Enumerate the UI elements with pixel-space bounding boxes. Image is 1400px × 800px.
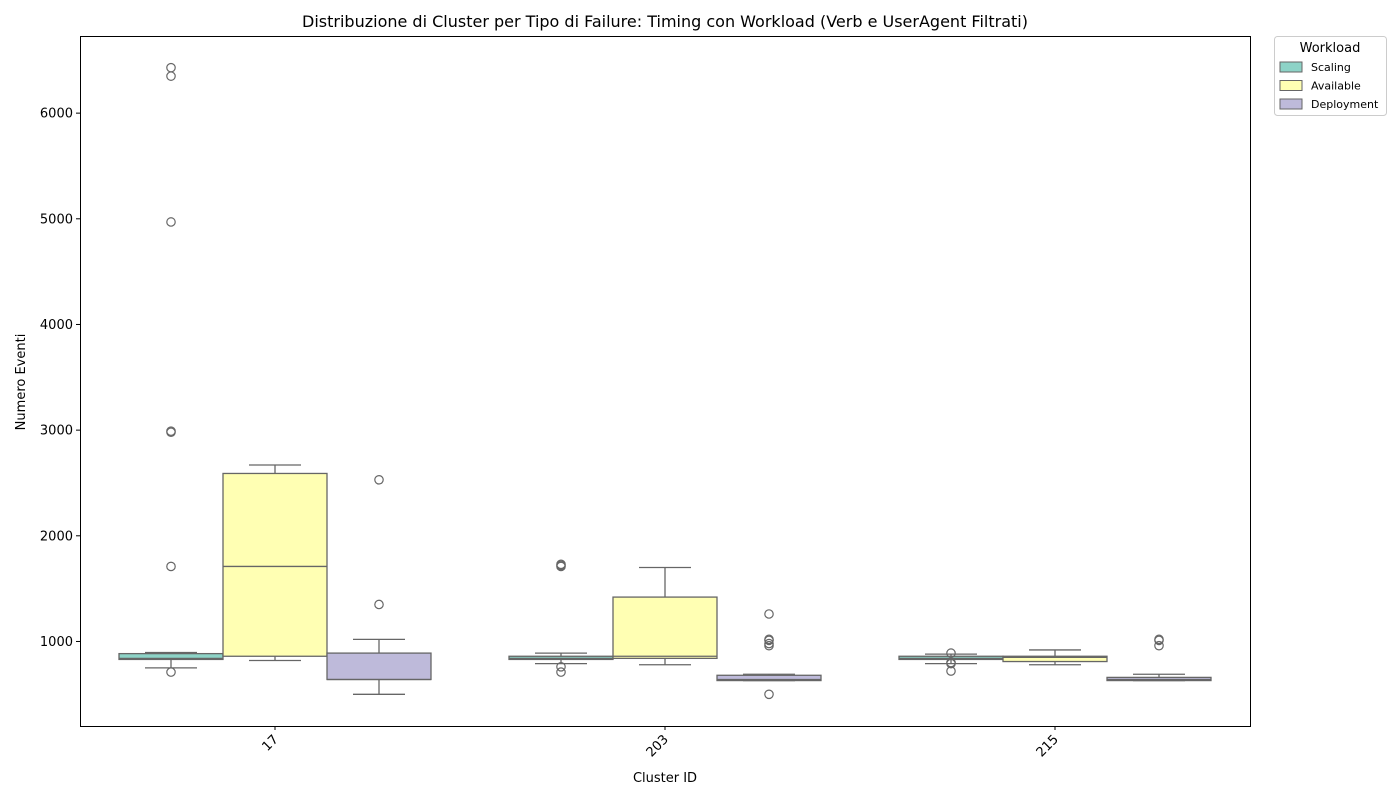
legend-title: Workload <box>1300 41 1361 56</box>
outlier-point <box>764 638 774 649</box>
chart-title: Distribuzione di Cluster per Tipo di Fai… <box>302 12 1028 31</box>
box-iqr <box>1002 655 1108 663</box>
legend-frame <box>1274 36 1387 116</box>
outlier-point <box>764 609 774 619</box>
outlier-point <box>946 657 956 668</box>
y-tick-label: 4000 <box>40 318 73 333</box>
box-group <box>222 464 328 662</box>
outlier-point <box>556 667 566 677</box>
box-iqr <box>222 472 328 657</box>
box-group <box>508 559 614 677</box>
box-iqr <box>326 652 432 681</box>
outlier-point <box>166 217 176 227</box>
x-axis-label: Cluster ID <box>633 771 697 786</box>
legend-swatch <box>1279 80 1303 91</box>
box-iqr <box>716 674 822 682</box>
y-tick-label: 5000 <box>40 212 73 227</box>
legend-label: Deployment <box>1311 98 1379 111</box>
outlier-point <box>946 648 956 658</box>
outlier-point <box>166 62 176 73</box>
box-group <box>1106 634 1212 682</box>
box-group <box>612 566 718 666</box>
legend-swatch <box>1279 98 1303 110</box>
outlier-point <box>166 426 176 436</box>
outlier-point <box>556 559 566 570</box>
outlier-point <box>374 599 384 610</box>
y-tick-label: 2000 <box>40 529 73 544</box>
x-axis: 17 203 215 <box>260 726 1062 760</box>
x-tick-label: 17 <box>260 732 282 754</box>
legend-label: Scaling <box>1311 61 1351 74</box>
x-tick-label: 203 <box>644 732 672 760</box>
outlier-point <box>374 474 384 485</box>
outlier-point <box>166 667 176 677</box>
y-tick-label: 1000 <box>40 635 73 650</box>
y-tick-label: 6000 <box>40 107 73 122</box>
outlier-point <box>764 634 774 645</box>
box-plot-marks <box>118 62 1212 700</box>
legend-swatch <box>1279 61 1303 73</box>
legend-label: Available <box>1311 80 1361 93</box>
outlier-point <box>764 689 774 700</box>
y-axis-label: Numero Eventi <box>14 334 29 431</box>
outlier-point <box>556 662 566 672</box>
box-group <box>716 609 822 700</box>
y-tick-label: 3000 <box>40 424 73 439</box>
outlier-point <box>166 561 176 572</box>
outlier-point <box>1154 640 1164 651</box>
outlier-point <box>1154 634 1164 645</box>
box-group <box>326 474 432 695</box>
x-tick-label: 215 <box>1034 732 1062 760</box>
y-axis: 1000 2000 3000 4000 5000 6000 <box>40 107 80 650</box>
box-iqr <box>612 596 718 660</box>
box-group <box>1002 649 1108 666</box>
legend: Workload Scaling Available Deployment <box>1274 36 1387 116</box>
